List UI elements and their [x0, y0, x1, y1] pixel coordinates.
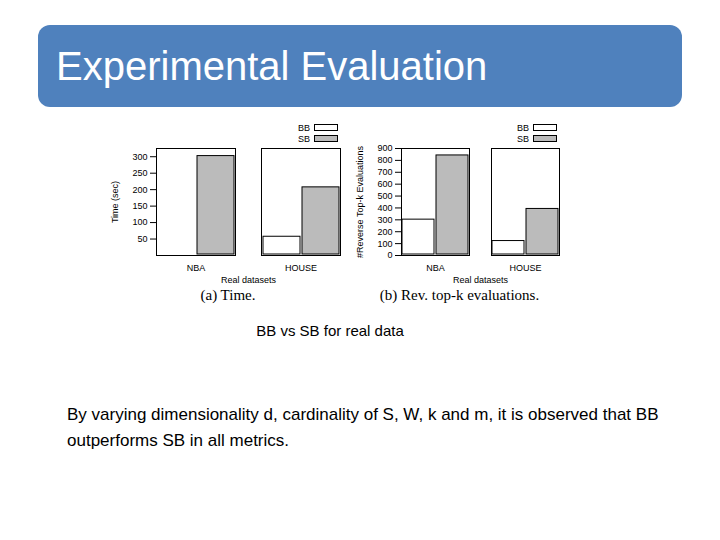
html-text:SB: SB — [298, 133, 310, 144]
svg-text:900: 900 — [377, 143, 392, 153]
html-text:By varying dimensionality d, c: By varying dimensionality d, cardinality… — [67, 405, 659, 450]
svg-text:Real datasets: Real datasets — [453, 275, 509, 285]
svg-text:400: 400 — [377, 203, 392, 213]
svg-text:Time (sec): Time (sec) — [110, 181, 120, 223]
svg-text:50: 50 — [137, 234, 147, 244]
html-text:BB: BB — [517, 122, 529, 133]
svg-text:NBA: NBA — [426, 263, 445, 273]
svg-text:300: 300 — [377, 215, 392, 225]
html-text:BB: BB — [298, 122, 310, 133]
svg-text:100: 100 — [377, 238, 392, 248]
svg-text:150: 150 — [132, 201, 147, 211]
svg-text:300: 300 — [132, 152, 147, 162]
svg-text:250: 250 — [132, 168, 147, 178]
svg-text:0: 0 — [387, 250, 392, 260]
svg-text:600: 600 — [377, 179, 392, 189]
svg-text:#Reverse Top-k Evaluations: #Reverse Top-k Evaluations — [355, 146, 365, 258]
html-text:Experimental Evaluation: Experimental Evaluation — [56, 44, 488, 88]
svg-text:800: 800 — [377, 155, 392, 165]
svg-text:HOUSE: HOUSE — [509, 263, 541, 273]
html-text:SB: SB — [517, 133, 529, 144]
svg-text:100: 100 — [132, 217, 147, 227]
html-text:(a) Time.: (a) Time. — [200, 287, 256, 303]
svg-text:HOUSE: HOUSE — [285, 263, 317, 273]
svg-text:200: 200 — [132, 185, 147, 195]
svg-text:700: 700 — [377, 167, 392, 177]
html-text:BB vs SB for real data: BB vs SB for real data — [256, 322, 404, 339]
html-text:(b) Rev. top-k evaluations.: (b) Rev. top-k evaluations. — [379, 287, 540, 303]
svg-text:500: 500 — [377, 191, 392, 201]
svg-text:200: 200 — [377, 227, 392, 237]
svg-text:NBA: NBA — [187, 263, 206, 273]
svg-text:Real datasets: Real datasets — [221, 275, 277, 285]
